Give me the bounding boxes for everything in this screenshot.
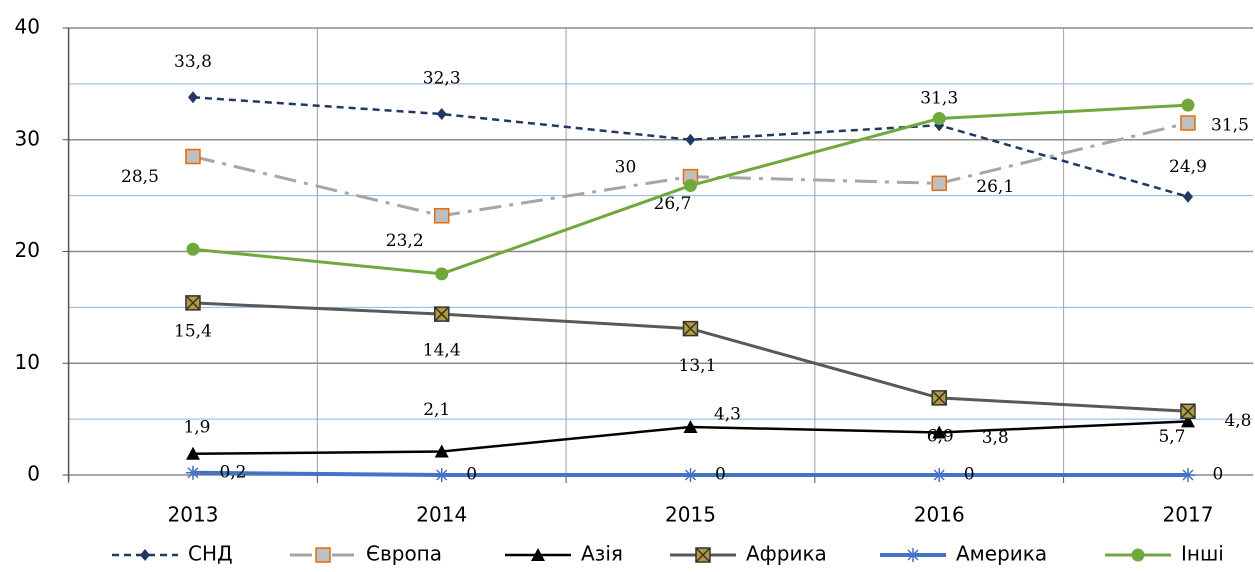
y-tick-label: 0 <box>27 462 40 486</box>
marker <box>140 549 150 561</box>
data-label: 14,4 <box>423 341 461 361</box>
x-tick-label: 2014 <box>416 503 467 527</box>
legend-label: Азія <box>581 542 623 566</box>
data-label: 0 <box>466 465 477 485</box>
legend-label: Європа <box>366 542 442 566</box>
y-tick-label: 30 <box>15 126 40 150</box>
data-label: 4,8 <box>1224 411 1251 431</box>
series: 15,4 14,4 13,1 6,9 5,7 <box>174 295 1196 447</box>
marker <box>434 468 449 482</box>
legend-item: СНД <box>112 542 233 566</box>
data-label: 2,1 <box>423 400 450 420</box>
data-label: 31,3 <box>920 89 958 109</box>
marker <box>186 242 200 256</box>
data-label: 0 <box>715 465 726 485</box>
y-tick-label: 20 <box>15 238 40 262</box>
marker <box>932 468 947 482</box>
marker <box>931 175 947 192</box>
series: 28,5 23,2 26,7 26,1 31,5 <box>121 115 1249 251</box>
y-tick-label: 40 <box>15 15 40 39</box>
marker <box>1180 468 1195 482</box>
marker <box>1131 548 1145 562</box>
legend-item: Африка <box>670 542 827 566</box>
data-label: 24,9 <box>1169 157 1207 177</box>
data-label: 4,3 <box>714 404 741 424</box>
data-label: 32,3 <box>423 69 461 89</box>
marker <box>185 465 200 480</box>
series <box>186 98 1195 281</box>
data-label: 5,7 <box>1158 427 1185 447</box>
data-label: 6,9 <box>927 426 954 446</box>
marker <box>932 425 947 439</box>
marker <box>435 267 449 281</box>
series: 0,2 0 0 0 0 <box>185 462 1224 485</box>
data-label: 23,2 <box>386 231 424 251</box>
marker <box>185 148 201 165</box>
marker <box>434 444 449 458</box>
series: 1,9 2,1 4,3 3,8 4,8 <box>183 400 1251 460</box>
marker <box>682 320 699 337</box>
marker <box>185 295 201 311</box>
legend-item: Азія <box>505 542 623 566</box>
data-label: 0 <box>1213 465 1224 485</box>
data-label: 30 <box>615 157 637 177</box>
data-label: 1,9 <box>183 417 210 437</box>
series: 33,8 32,3 30 31,3 24,9 <box>174 52 1207 203</box>
marker <box>436 108 447 121</box>
data-label: 13,1 <box>679 356 717 376</box>
data-label: 0 <box>964 465 975 485</box>
marker <box>1180 115 1196 131</box>
legend-item: Інші <box>1105 542 1224 566</box>
data-label: 31,5 <box>1211 115 1249 135</box>
x-tick-label: 2017 <box>1163 503 1214 527</box>
marker <box>1181 98 1195 112</box>
marker <box>187 91 198 104</box>
data-label: 26,1 <box>976 177 1014 197</box>
data-label: 0,2 <box>219 462 246 482</box>
marker <box>185 446 200 460</box>
data-label: 15,4 <box>174 321 212 341</box>
legend-item: Америка <box>880 542 1047 566</box>
series-line <box>192 96 1189 198</box>
legend-label: Інші <box>1181 542 1224 566</box>
marker <box>433 207 450 224</box>
marker <box>1180 414 1195 428</box>
data-label: 33,8 <box>174 52 212 72</box>
legend-label: Африка <box>746 542 827 566</box>
marker <box>906 548 920 562</box>
marker <box>433 306 450 322</box>
y-tick-label: 10 <box>15 350 40 374</box>
x-tick-label: 2016 <box>914 503 965 527</box>
marker <box>932 112 946 126</box>
legend-item: Європа <box>290 542 442 566</box>
marker <box>683 468 698 482</box>
marker <box>1180 403 1196 420</box>
marker <box>931 390 947 406</box>
marker <box>685 133 696 146</box>
data-label: 28,5 <box>121 167 159 187</box>
marker <box>683 419 698 433</box>
x-tick-label: 2015 <box>665 503 716 527</box>
x-tick-label: 2013 <box>168 503 219 527</box>
marker <box>531 548 545 561</box>
data-label: 3,8 <box>982 428 1009 448</box>
data-label: 26,7 <box>654 194 692 214</box>
legend-label: СНД <box>188 542 233 566</box>
marker <box>695 547 711 563</box>
marker <box>315 547 331 563</box>
marker <box>1182 190 1193 203</box>
marker <box>683 179 697 193</box>
legend-label: Америка <box>956 542 1047 566</box>
